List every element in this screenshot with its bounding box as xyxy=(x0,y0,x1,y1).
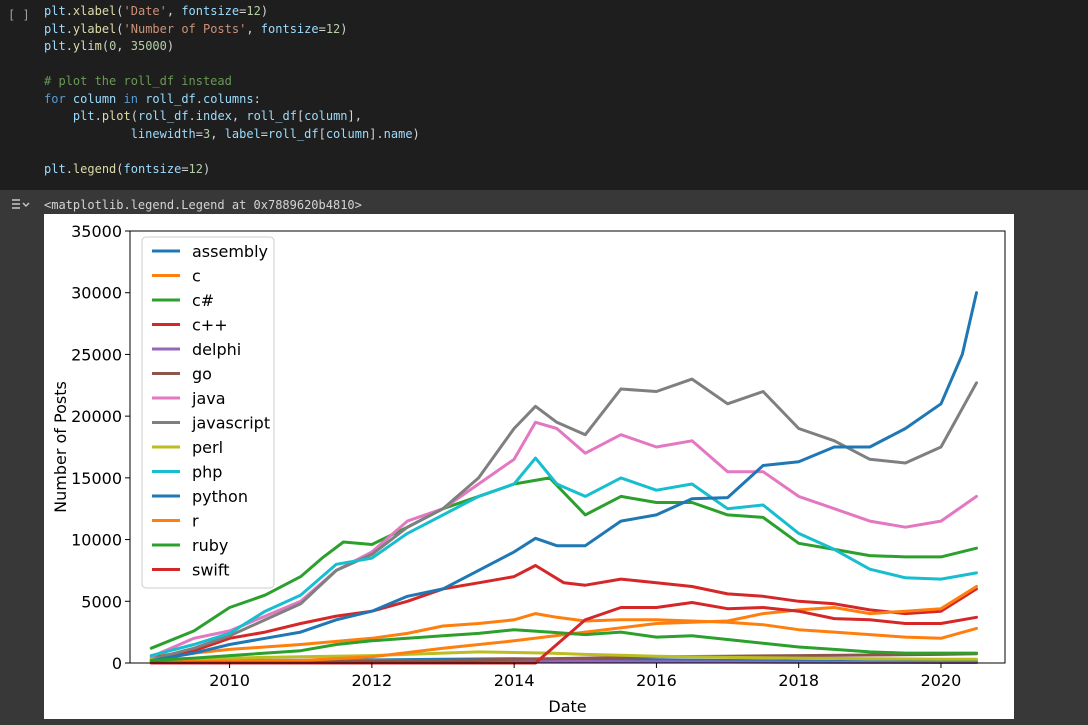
legend-label-php: php xyxy=(192,463,222,482)
legend-label-r: r xyxy=(192,512,199,531)
legend-label-c--: c++ xyxy=(192,316,228,335)
code-line-9 xyxy=(44,143,1084,161)
line-chart: 0 5000 10000 15000 20000 25000 30000 35000 2010 2… xyxy=(51,222,1006,716)
legend-label-ruby: ruby xyxy=(192,536,228,555)
chart-figure: 0 5000 10000 15000 20000 25000 30000 35000 2010 2… xyxy=(44,214,1014,719)
y-tick-label: 5000 xyxy=(81,592,122,611)
x-axis-label: Date xyxy=(548,697,586,716)
series-line-c-- xyxy=(149,564,978,660)
legend-label-c-: c# xyxy=(192,291,214,310)
code-line-3: plt.ylim(0, 35000) xyxy=(44,39,175,53)
legend-label-javascript: javascript xyxy=(191,414,270,433)
series-line-php xyxy=(149,456,978,658)
legend-label-perl: perl xyxy=(192,438,223,457)
x-tick-label: 2012 xyxy=(352,671,393,690)
run-cell-button[interactable]: [ ] xyxy=(8,8,30,22)
x-tick-label: 2016 xyxy=(636,671,677,690)
legend-label-swift: swift xyxy=(192,561,230,580)
plot-frame xyxy=(129,230,1006,664)
y-tick-label: 20000 xyxy=(71,407,122,426)
y-tick-label: 35000 xyxy=(71,222,122,241)
legend-label-c: c xyxy=(192,267,201,286)
series-line-swift xyxy=(149,601,978,665)
y-tick-label: 0 xyxy=(112,654,122,673)
legend-label-assembly: assembly xyxy=(192,242,268,261)
code-line-5: # plot the roll_df instead xyxy=(44,74,232,88)
output-toggle-icon[interactable] xyxy=(10,196,32,214)
y-tick-label: 10000 xyxy=(71,531,122,550)
code-editor[interactable]: plt.xlabel('Date', fontsize=12) plt.ylab… xyxy=(44,3,1084,189)
code-line-10: plt.legend(fontsize=12) xyxy=(44,161,211,176)
code-line-4 xyxy=(44,56,1084,74)
x-tick-label: 2020 xyxy=(921,671,962,690)
legend-label-go: go xyxy=(192,365,212,384)
y-axis-label: Number of Posts xyxy=(51,381,70,513)
y-tick-label: 15000 xyxy=(71,469,122,488)
legend-label-python: python xyxy=(192,487,248,506)
y-tick-label: 25000 xyxy=(71,345,122,364)
y-tick-label: 30000 xyxy=(71,284,122,303)
series-line-r xyxy=(149,585,978,664)
code-line-6: for column in roll_df.columns: xyxy=(44,91,261,106)
series-line-java xyxy=(149,420,978,659)
code-line-8: linewidth=3, label=roll_df[column].name) xyxy=(130,126,420,141)
code-line-2: plt.ylabel('Number of Posts', fontsize=1… xyxy=(44,21,348,36)
legend-label-java: java xyxy=(191,389,226,408)
series-line-ruby xyxy=(149,628,978,662)
code-line-7: plt.plot(roll_df.index, roll_df[column], xyxy=(72,109,362,123)
x-tick-label: 2018 xyxy=(778,671,819,690)
x-tick-label: 2010 xyxy=(209,671,250,690)
x-tick-label: 2014 xyxy=(494,671,535,690)
series-line-javascript xyxy=(149,377,978,661)
series-line-perl xyxy=(149,650,978,661)
code-cell[interactable]: [ ] plt.xlabel('Date', fontsize=12) plt.… xyxy=(0,0,1088,190)
series-line-c- xyxy=(149,476,978,650)
series-line-python xyxy=(149,291,978,662)
output-repr-text: <matplotlib.legend.Legend at 0x7889620b4… xyxy=(44,198,362,212)
code-line-1: plt.xlabel('Date', fontsize=12) xyxy=(44,4,269,18)
legend-label-delphi: delphi xyxy=(192,340,241,359)
